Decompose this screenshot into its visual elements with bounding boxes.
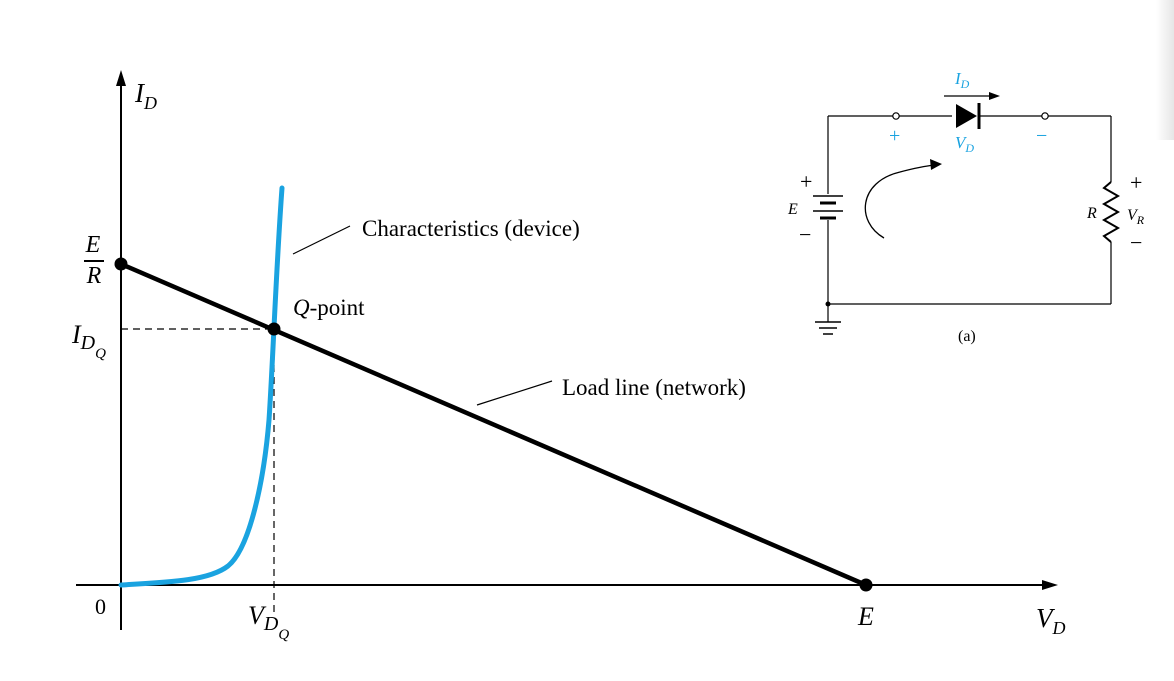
q-point-dot [267,322,281,336]
svg-text:E: E [85,232,101,258]
er-fraction-label: E R [84,232,104,289]
y-axis-arrow [116,70,126,86]
idq-label: IDQ [71,320,106,362]
battery-symbol [813,195,843,220]
diode-terminal-left [892,112,900,120]
loadline-label: Load line (network) [562,375,746,400]
battery-plus-sign: + [800,169,812,194]
loop-current-arrow [864,164,936,239]
device-characteristic-curve [118,185,285,588]
diode-plus-sign: + [889,125,900,147]
circuit-caption: (a) [958,328,976,345]
resistor-symbol [1101,181,1121,243]
characteristics-label: Characteristics (device) [362,216,580,241]
e-intercept-point [859,578,873,592]
vr-label: VR [1127,207,1145,227]
x-axis-label: VD [1036,603,1066,638]
x-axis-arrow [1042,580,1058,590]
circuit-schematic: ID VD + − + E − R + VR − (a) [787,69,1145,345]
vr-minus-sign: − [1130,230,1142,255]
battery-e-label: E [787,201,798,218]
vdq-label: VDQ [248,601,289,643]
e-tick-label: E [857,602,874,631]
window-edge-shadow [1156,0,1174,140]
diode-minus-sign: − [1036,125,1047,147]
q-point-label: Q-point [293,295,365,320]
circuit-vd-label: VD [955,133,974,155]
loadline-leader [476,380,553,406]
svg-text:R: R [86,263,102,289]
ground-symbol [815,321,841,335]
er-intercept-point [114,257,128,271]
diode-terminal-right [1041,112,1049,120]
load-line [120,261,867,588]
diode-symbol [956,104,977,128]
y-axis-label: ID [134,78,157,113]
characteristics-leader [292,225,351,255]
battery-minus-sign: − [799,222,811,247]
circuit-id-label: ID [954,69,970,91]
resistor-r-label: R [1086,205,1097,222]
origin-label: 0 [95,594,106,619]
vr-plus-sign: + [1130,170,1142,195]
